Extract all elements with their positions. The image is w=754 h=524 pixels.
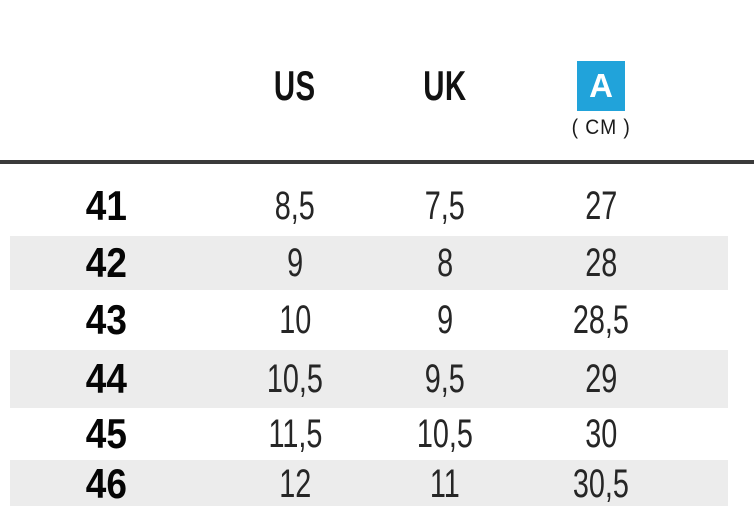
cell-uk-size: 7,5: [424, 183, 466, 228]
cell-cm-length: 27: [584, 183, 618, 228]
cell-us-size: 10,5: [266, 356, 324, 401]
cell-us-size: 12: [278, 461, 312, 506]
cell-us-size: 8,5: [274, 183, 316, 228]
table-header: US UK A: [0, 58, 754, 114]
cell-eu-size: 44: [85, 355, 127, 402]
table-row: 45 11,5 10,5 30: [0, 408, 754, 460]
row-spacer: [0, 164, 754, 176]
col-header-uk: UK: [423, 62, 467, 109]
table-row: 42 9 8 28: [0, 236, 754, 290]
cm-unit-label: ( CM ): [571, 116, 631, 139]
cell-uk-size: 9: [436, 297, 454, 342]
cell-uk-size: 10,5: [416, 411, 474, 456]
cell-us-size: 10: [278, 297, 312, 342]
cell-eu-size: 45: [85, 410, 127, 457]
cell-cm-length: 28,5: [572, 297, 630, 342]
cell-cm-length: 30: [584, 411, 618, 456]
header-cell-uk: UK: [378, 58, 512, 114]
table-row: 44 10,5 9,5 29: [0, 350, 754, 408]
cell-eu-size: 41: [85, 182, 127, 229]
cell-us-size: 11,5: [268, 411, 322, 456]
header-cell-us: US: [212, 58, 378, 114]
cm-unit-row: ( CM ): [0, 114, 754, 142]
cm-badge-icon: A: [577, 61, 625, 111]
table-row: 43 10 9 28,5: [0, 290, 754, 350]
header-separator: [0, 160, 754, 164]
col-header-us: US: [274, 62, 316, 109]
cell-eu-size: 42: [85, 239, 127, 286]
cell-cm-length: 28: [584, 240, 618, 285]
cell-uk-size: 9,5: [424, 356, 466, 401]
cell-uk-size: 8: [436, 240, 454, 285]
table-row: 41 8,5 7,5 27: [0, 176, 754, 236]
cell-cm-length: 29: [584, 356, 618, 401]
header-cell-empty: [0, 58, 212, 114]
cell-eu-size: 43: [85, 296, 127, 343]
cm-unit-cell: ( CM ): [512, 114, 690, 142]
header-cell-cm: A: [512, 58, 690, 114]
size-table-body: 41 8,5 7,5 27 42 9 8 28 43 10 9 28,5 44 …: [0, 164, 754, 507]
cell-us-size: 9: [286, 240, 304, 285]
cell-uk-size: 11: [430, 461, 460, 506]
cell-cm-length: 30,5: [572, 461, 630, 506]
cell-eu-size: 46: [85, 460, 127, 507]
table-row: 46 12 11 30,5: [0, 460, 754, 507]
